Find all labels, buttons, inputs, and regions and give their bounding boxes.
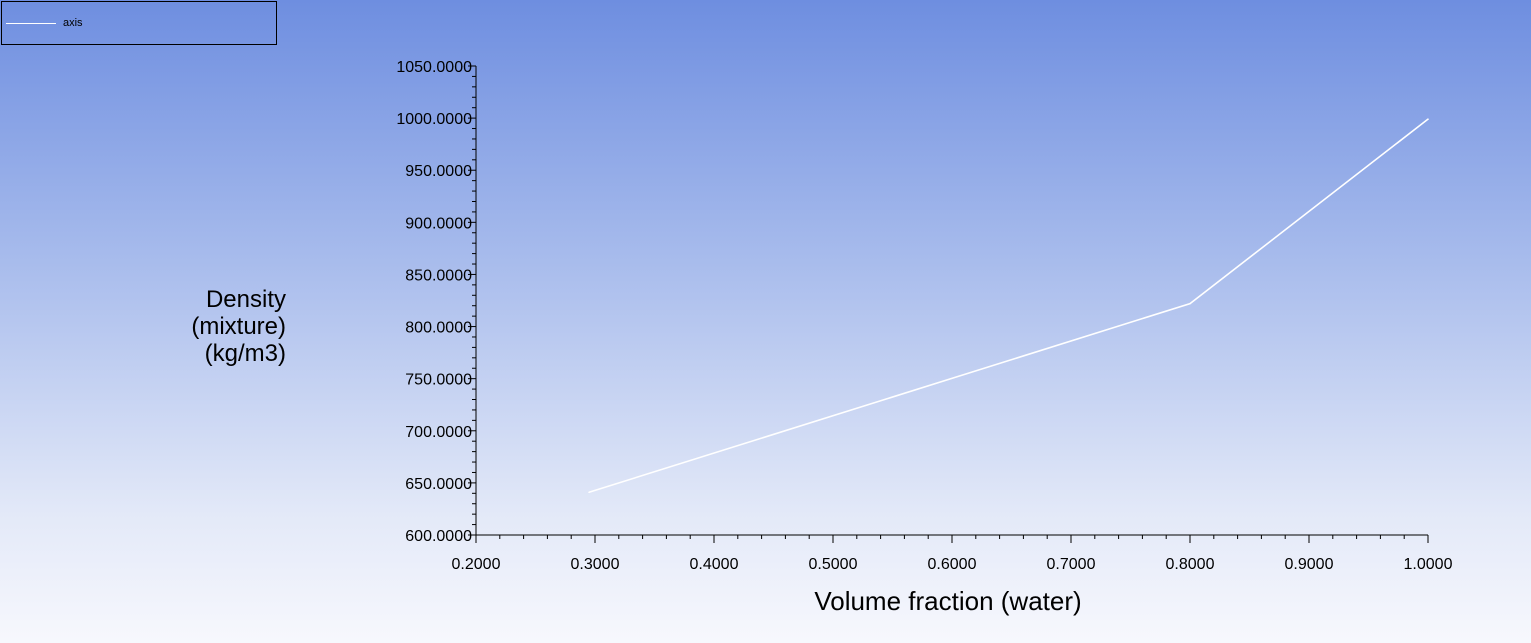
ticks: 600.0000 650.0000 700.0000 750.0000 800.0000…: [396, 59, 1452, 573]
x-tick-label: 0.8000: [1166, 556, 1215, 573]
y-tick-label: 850.0000: [405, 267, 472, 284]
x-axis-label: Volume fraction (water): [814, 586, 1081, 616]
x-tick-label: 0.4000: [690, 556, 739, 573]
x-tick-label: 0.7000: [1047, 556, 1096, 573]
y-tick-label: 900.0000: [405, 215, 472, 232]
x-tick-label: 1.0000: [1404, 556, 1453, 573]
y-tick-label: 800.0000: [405, 320, 472, 337]
y-tick-label: 650.0000: [405, 476, 472, 493]
series-line-axis: [588, 118, 1429, 494]
x-tick-label: 0.3000: [571, 556, 620, 573]
x-tick-label: 0.2000: [452, 556, 501, 573]
y-tick-label: 700.0000: [405, 424, 472, 441]
x-tick-label: 0.9000: [1285, 556, 1334, 573]
data-point: [1427, 118, 1429, 120]
y-axis-label: Density (mixture) (kg/m3): [150, 286, 286, 367]
y-tick-label: 750.0000: [405, 372, 472, 389]
series: [588, 118, 1429, 494]
y-tick-label: 600.0000: [405, 528, 472, 545]
data-point: [588, 491, 590, 494]
y-axis-label-line: (kg/m3): [204, 340, 286, 367]
y-axis-label-line: (mixture): [191, 313, 286, 340]
axes: [475, 66, 1428, 536]
data-point: [1189, 302, 1191, 305]
legend-swatch-axis: [6, 23, 56, 24]
y-tick-label: 1000.0000: [396, 111, 472, 128]
x-tick-label: 0.5000: [809, 556, 858, 573]
x-tick-label: 0.6000: [928, 556, 977, 573]
y-tick-label: 950.0000: [405, 163, 472, 180]
y-axis-label-line: Density: [205, 286, 286, 313]
y-tick-label: 1050.0000: [396, 59, 472, 76]
legend: axis: [1, 1, 277, 45]
legend-label-axis: axis: [63, 17, 83, 29]
